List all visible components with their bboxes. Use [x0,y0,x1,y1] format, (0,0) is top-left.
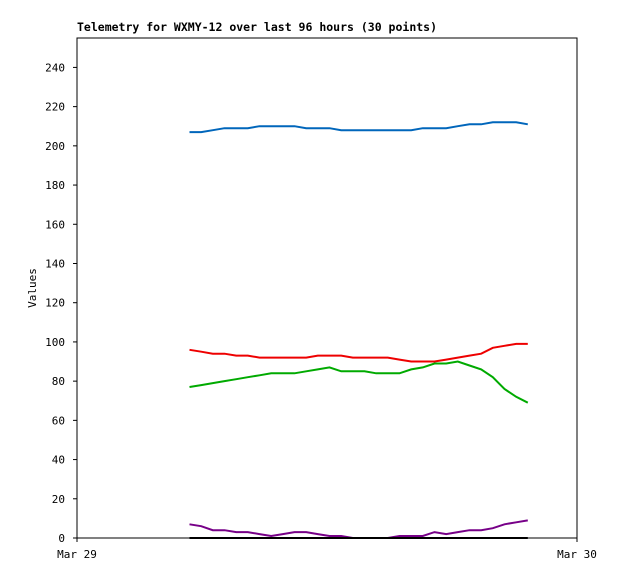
y-tick-label: 240 [45,61,65,74]
series-line [189,360,529,404]
plot-frame [76,37,578,539]
y-tick-label: 0 [58,532,65,545]
x-tick-label: Mar 30 [557,548,597,561]
y-tick-label: 40 [52,454,65,467]
x-tick-label: Mar 29 [57,548,97,561]
y-tick-label: 220 [45,101,65,114]
series-line [189,342,528,363]
y-tick-label: 120 [45,297,65,310]
series-line [189,519,528,539]
y-tick-label: 80 [52,375,65,388]
y-tick-label: 180 [45,179,65,192]
y-tick-label: 160 [45,218,65,231]
y-tick-label: 140 [45,257,65,270]
y-axis-label: Values [26,268,39,308]
y-tick-label: 60 [52,414,65,427]
y-tick-label: 100 [45,336,65,349]
y-tick-label: 20 [52,493,65,506]
series-line [189,121,528,134]
chart-title: Telemetry for WXMY-12 over last 96 hours… [77,20,437,34]
y-tick-label: 200 [45,140,65,153]
